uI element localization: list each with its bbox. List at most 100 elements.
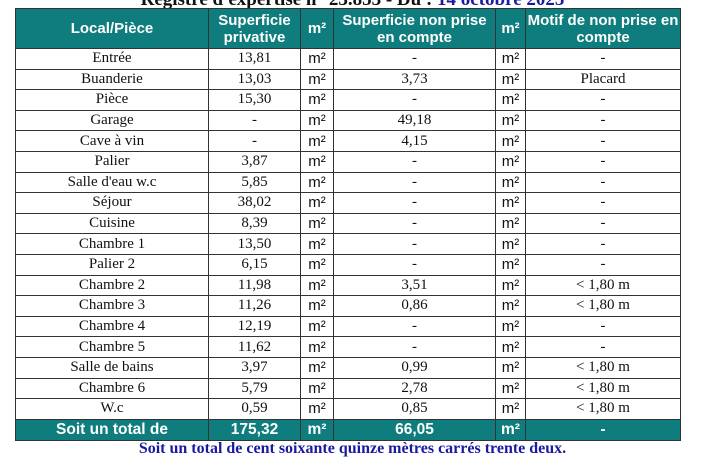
table-cell: 11,98: [208, 274, 301, 297]
table-cell: -: [333, 48, 496, 70]
table-cell: -: [525, 171, 681, 194]
table-cell: -: [525, 48, 681, 70]
table-cell: < 1,80 m: [525, 377, 681, 400]
table-cell: 2,78: [333, 377, 496, 400]
table-cell: -: [525, 253, 681, 276]
table-cell: Salle d'eau w.c: [15, 171, 209, 194]
table-row: Buanderie 13,03 m² 3,73 m² Placard: [15, 68, 681, 91]
table-cell: -: [525, 212, 681, 235]
table-cell: Palier: [15, 150, 209, 173]
table-cell: m²: [495, 274, 526, 297]
table-row: W.c 0,59 m² 0,85 m² < 1,80 m: [15, 398, 681, 420]
table-cell: -: [333, 315, 496, 338]
table-cell: 11,62: [208, 336, 301, 358]
table-cell: -: [525, 150, 681, 173]
table-cell: 175,32: [208, 418, 301, 441]
table-cell: -: [333, 171, 496, 194]
table-row: Chambre 2 11,98 m² 3,51 m² < 1,80 m: [15, 274, 681, 297]
table-cell: 12,19: [208, 315, 301, 338]
table-cell: 0,86: [333, 295, 496, 317]
column-header: Superficie privative: [208, 8, 301, 49]
table-cell: 3,97: [208, 356, 301, 379]
table-cell: Salle de bains: [15, 356, 209, 379]
table-cell: -: [333, 192, 496, 214]
table-cell: m²: [300, 253, 334, 276]
table-cell: Chambre 3: [15, 295, 209, 317]
table-cell: 3,51: [333, 274, 496, 297]
table-cell: m²: [300, 295, 334, 317]
table-cell: m²: [495, 212, 526, 235]
column-header: Local/Pièce: [15, 8, 209, 49]
table-cell: -: [525, 89, 681, 111]
column-header: Superficie non prise en compte: [333, 8, 496, 49]
table-cell: m²: [495, 356, 526, 379]
table-cell: 3,73: [333, 68, 496, 91]
table-cell: Buanderie: [15, 68, 209, 91]
table-cell: m²: [495, 336, 526, 358]
table-row: Chambre 4 12,19 m² - m² -: [15, 315, 681, 338]
table-cell: m²: [495, 130, 526, 152]
table-row: Chambre 6 5,79 m² 2,78 m² < 1,80 m: [15, 377, 681, 400]
header-row: Local/Pièce Superficie privative m² Superfi…: [15, 8, 681, 49]
table-cell: m²: [300, 150, 334, 173]
table-cell: m²: [495, 89, 526, 111]
table-cell: -: [333, 233, 496, 255]
table-cell: m²: [300, 171, 334, 194]
table-row: Salle d'eau w.c 5,85 m² - m² -: [15, 171, 681, 194]
table-cell: 38,02: [208, 192, 301, 214]
table-cell: W.c: [15, 398, 209, 420]
table-cell: 4,15: [333, 130, 496, 152]
table-cell: 0,85: [333, 398, 496, 420]
table-cell: 5,79: [208, 377, 301, 400]
table-cell: 0,59: [208, 398, 301, 420]
table-cell: 3,87: [208, 150, 301, 173]
table-cell: -: [333, 150, 496, 173]
table-cell: < 1,80 m: [525, 398, 681, 420]
table-cell: m²: [495, 150, 526, 173]
table-cell: Chambre 2: [15, 274, 209, 297]
table-cell: m²: [495, 192, 526, 214]
table-row: Chambre 1 13,50 m² - m² -: [15, 233, 681, 255]
table-cell: -: [208, 130, 301, 152]
table-cell: 0,99: [333, 356, 496, 379]
table-cell: -: [525, 109, 681, 132]
table-row: Chambre 5 11,62 m² - m² -: [15, 336, 681, 358]
table-cell: m²: [300, 89, 334, 111]
table-cell: m²: [300, 377, 334, 400]
table-cell: 13,50: [208, 233, 301, 255]
table-cell: m²: [495, 253, 526, 276]
title-date: 14 octobre 2025: [437, 0, 564, 10]
table-cell: -: [525, 192, 681, 214]
table-cell: Chambre 4: [15, 315, 209, 338]
table-cell: 66,05: [333, 418, 496, 441]
table-cell: Pièce: [15, 89, 209, 111]
column-header: m²: [495, 8, 526, 49]
table-row: Chambre 3 11,26 m² 0,86 m² < 1,80 m: [15, 295, 681, 317]
table-cell: 6,15: [208, 253, 301, 276]
table-cell: -: [525, 418, 681, 441]
table-cell: < 1,80 m: [525, 295, 681, 317]
table-cell: -: [208, 109, 301, 132]
table-cell: -: [525, 336, 681, 358]
column-header: m²: [300, 8, 334, 49]
table-cell: m²: [495, 48, 526, 70]
table-cell: m²: [300, 274, 334, 297]
total-in-words: Soit un total de cent soixante quinze mè…: [138, 440, 567, 457]
table-cell: m²: [495, 398, 526, 420]
table-cell: -: [333, 212, 496, 235]
table-cell: -: [333, 253, 496, 276]
table-cell: Garage: [15, 109, 209, 132]
table-row: Salle de bains 3,97 m² 0,99 m² < 1,80 m: [15, 356, 681, 379]
table-cell: 8,39: [208, 212, 301, 235]
table-cell: m²: [495, 377, 526, 400]
table-row: Palier 2 6,15 m² - m² -: [15, 253, 681, 276]
table-cell: 5,85: [208, 171, 301, 194]
table-cell: m²: [495, 109, 526, 132]
table-cell: Palier 2: [15, 253, 209, 276]
total-row: Soit un total de 175,32 m² 66,05 m² -: [15, 418, 681, 441]
table-cell: m²: [495, 295, 526, 317]
table-cell: Soit un total de: [15, 418, 209, 441]
table-cell: m²: [300, 48, 334, 70]
table-cell: m²: [300, 356, 334, 379]
table-cell: m²: [300, 418, 334, 441]
